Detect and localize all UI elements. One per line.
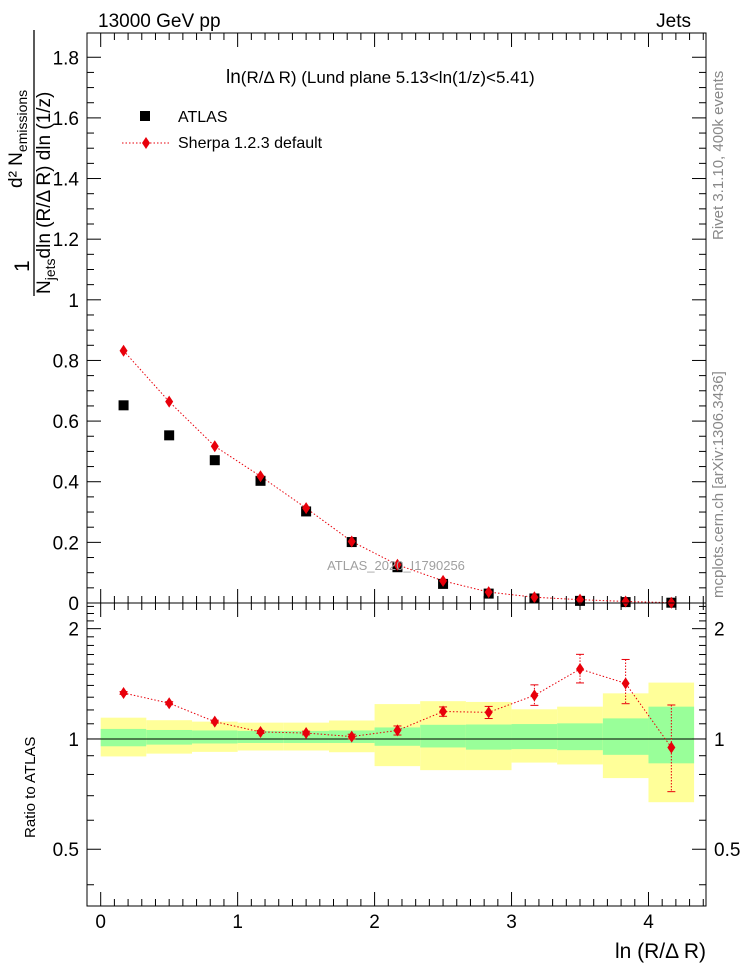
sherpa-point bbox=[165, 395, 174, 408]
legend-atlas-label: ATLAS bbox=[178, 109, 228, 126]
ratio-sherpa-point bbox=[484, 706, 493, 719]
ratio-data-marks bbox=[119, 653, 676, 793]
ratio-uncertainty-bands bbox=[100, 682, 695, 803]
main-y-tick-label: 0.8 bbox=[53, 351, 79, 372]
main-y-tick-label: 1.8 bbox=[53, 48, 79, 69]
ratio-sherpa-point bbox=[393, 724, 402, 737]
main-y-tick-label: 1.4 bbox=[53, 170, 80, 191]
main-axis-ticks: 0 0.2 0.4 0.6 0.8 1 1.2 1.4 1.6 1.8 bbox=[53, 33, 706, 615]
ratio-sherpa-point bbox=[165, 697, 174, 710]
ratio-y-tick-label: 0.5 bbox=[53, 840, 79, 861]
main-y-tick-label: 0.4 bbox=[53, 473, 80, 494]
ratio-sherpa-point bbox=[621, 677, 630, 690]
main-y-tick-label: 1 bbox=[68, 291, 79, 312]
sherpa-point bbox=[530, 591, 539, 604]
ratio-sherpa-point bbox=[439, 705, 448, 718]
atlas-point bbox=[164, 430, 175, 441]
ratio-panel: 0.5 0.5 1 1 2 2 0 1 2 3 4 Ratio to ATLAS ln (R/Δ R… bbox=[22, 602, 740, 963]
energy-label: 13000 GeV pp bbox=[98, 11, 221, 32]
ratio-x-tick-label: 4 bbox=[643, 912, 654, 933]
sherpa-point bbox=[621, 595, 630, 608]
sherpa-point bbox=[256, 470, 265, 483]
atlas-point bbox=[118, 400, 129, 411]
ratio-inner-band bbox=[146, 729, 193, 745]
sherpa-point bbox=[347, 535, 356, 548]
sherpa-point bbox=[484, 586, 493, 599]
x-axis-label: ln (R/Δ R) bbox=[615, 940, 706, 963]
ratio-inner-band bbox=[602, 718, 649, 755]
ratio-inner-band bbox=[192, 730, 238, 744]
main-y-tick-label: 0.2 bbox=[53, 533, 79, 554]
ratio-y-tick-label-right: 2 bbox=[714, 620, 725, 641]
legend-atlas-marker bbox=[140, 111, 150, 121]
main-title: ln(R/Δ R) (Lund plane 5.13<ln(1/z)<5.41) bbox=[226, 67, 535, 88]
y-label-numerator: d² Nemissions bbox=[6, 90, 30, 188]
ratio-x-tick-label: 0 bbox=[95, 912, 106, 933]
sherpa-point bbox=[439, 574, 448, 587]
ratio-inner-band bbox=[420, 724, 466, 748]
ratio-y-tick-label: 2 bbox=[68, 620, 79, 641]
ratio-y-tick-label-right: 0.5 bbox=[714, 840, 740, 861]
ratio-sherpa-point bbox=[667, 741, 676, 754]
process-label: Jets bbox=[656, 11, 691, 32]
ratio-y-axis-label: Ratio to ATLAS bbox=[22, 737, 39, 838]
watermark: ATLAS_2020_I1790256 bbox=[327, 558, 465, 573]
main-panel: 0 0.2 0.4 0.6 0.8 1 1.2 1.4 1.6 1.8 ln(R/Δ R) (Lu… bbox=[6, 30, 707, 615]
legend-sherpa-label: Sherpa 1.2.3 default bbox=[178, 135, 323, 152]
atlas-point bbox=[209, 455, 220, 466]
ratio-sherpa-point bbox=[119, 686, 128, 699]
legend: ATLAS Sherpa 1.2.3 default bbox=[122, 109, 323, 152]
legend-sherpa-marker bbox=[142, 137, 150, 149]
ratio-x-tick-label: 3 bbox=[506, 912, 517, 933]
ratio-x-tick-label: 2 bbox=[369, 912, 380, 933]
ratio-sherpa-point bbox=[576, 663, 585, 676]
ratio-axis-ticks: 0.5 0.5 1 1 2 2 0 1 2 3 4 bbox=[53, 603, 740, 933]
y-label-one: 1 bbox=[11, 260, 34, 272]
ratio-sherpa-point bbox=[347, 730, 356, 743]
ratio-y-tick-label: 1 bbox=[68, 730, 79, 751]
sherpa-point bbox=[302, 502, 311, 515]
ratio-inner-band bbox=[465, 724, 512, 750]
ratio-inner-band bbox=[511, 724, 558, 750]
ratio-inner-band bbox=[557, 723, 603, 751]
main-y-axis-label: 1 d² Nemissions Njetsdln (R/Δ R) dln (1/… bbox=[6, 30, 58, 296]
sherpa-point bbox=[210, 440, 219, 453]
y-label-denominator: Njetsdln (R/Δ R) dln (1/z) bbox=[34, 92, 58, 294]
main-y-tick-label: 1.2 bbox=[53, 230, 79, 251]
generator-info: Rivet 3.1.10, 400k events bbox=[710, 71, 727, 240]
ratio-x-tick-label: 1 bbox=[232, 912, 243, 933]
ratio-frame bbox=[86, 602, 707, 907]
main-data-marks bbox=[118, 344, 677, 609]
ratio-sherpa-point bbox=[530, 689, 539, 702]
ratio-sherpa-point bbox=[302, 727, 311, 740]
sherpa-point bbox=[393, 558, 402, 571]
ratio-inner-band bbox=[100, 728, 147, 747]
main-y-tick-label: 0 bbox=[68, 594, 79, 615]
main-y-tick-label: 1.6 bbox=[53, 109, 79, 130]
sherpa-point bbox=[119, 344, 128, 357]
ratio-sherpa-point bbox=[256, 725, 265, 738]
main-y-tick-label: 0.6 bbox=[53, 412, 79, 433]
ratio-inner-band bbox=[374, 727, 421, 746]
ratio-sherpa-point bbox=[210, 715, 219, 728]
ratio-y-tick-label-right: 1 bbox=[714, 730, 725, 751]
site-info: mcplots.cern.ch [arXiv:1306.3436] bbox=[710, 371, 727, 598]
